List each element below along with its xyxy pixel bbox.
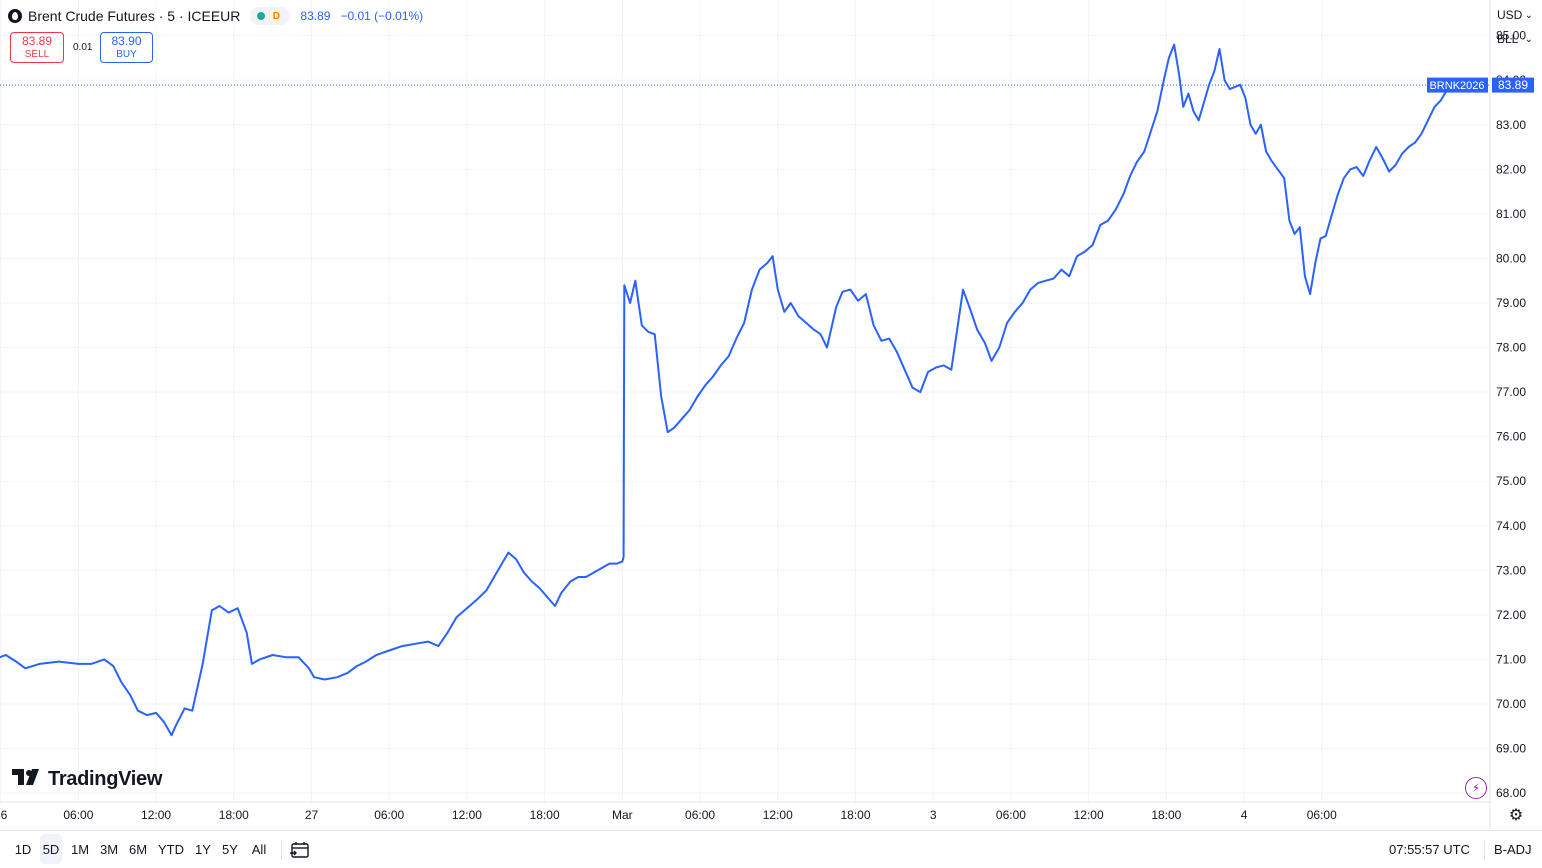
x-tick-label: 06:00 bbox=[1307, 808, 1337, 822]
y-tick-label: 71.00 bbox=[1496, 652, 1526, 666]
x-tick-label: 27 bbox=[305, 808, 319, 822]
price-series-line bbox=[0, 43, 1451, 737]
y-tick-label: 75.00 bbox=[1496, 474, 1526, 488]
x-tick-label: 12:00 bbox=[763, 808, 793, 822]
y-tick-label: 76.00 bbox=[1496, 430, 1526, 444]
brand-name: TradingView bbox=[48, 768, 163, 790]
y-tick-label: 83.00 bbox=[1496, 118, 1526, 132]
currency-dropdown[interactable]: USD ⌄ bbox=[1492, 5, 1538, 25]
range-button-5d[interactable]: 5D bbox=[40, 834, 62, 864]
x-tick-label: 06:00 bbox=[374, 808, 404, 822]
unit-dropdown[interactable]: BLL ⌄ bbox=[1492, 29, 1538, 49]
market-open-dot-icon bbox=[257, 12, 266, 20]
toolbar-divider bbox=[281, 840, 282, 860]
y-tick-label: 79.00 bbox=[1496, 296, 1526, 310]
gear-icon[interactable]: ⚙ bbox=[1508, 807, 1524, 824]
toolbar-divider bbox=[1484, 840, 1485, 860]
svg-text:83.89: 83.89 bbox=[1498, 78, 1528, 92]
y-tick-label: 81.00 bbox=[1496, 207, 1526, 221]
bottom-toolbar: 1D 5D 1M 3M 6M YTD 1Y 5Y All 07:55:57 UTC B-ADJ bbox=[0, 830, 1542, 868]
range-button-5y[interactable]: 5Y bbox=[222, 841, 238, 857]
range-button-1d[interactable]: 1D bbox=[14, 841, 32, 857]
x-tick-label: 18:00 bbox=[530, 808, 560, 822]
x-tick-label: 06:00 bbox=[685, 808, 715, 822]
delayed-data-badge: D bbox=[269, 9, 284, 23]
header-price-change: −0.01 (−0.01%) bbox=[340, 9, 424, 23]
y-tick-label: 80.00 bbox=[1496, 251, 1526, 265]
unit-label: BLL bbox=[1497, 32, 1519, 46]
adjustment-toggle[interactable]: B-ADJ bbox=[1494, 842, 1532, 857]
spread-value: 0.01 bbox=[73, 42, 93, 53]
oil-drop-icon bbox=[8, 9, 22, 23]
chevron-down-icon: ⌄ bbox=[1524, 9, 1533, 21]
y-tick-label: 78.00 bbox=[1496, 341, 1526, 355]
clock-utc[interactable]: 07:55:57 UTC bbox=[1389, 842, 1470, 857]
buy-button[interactable]: 83.90 BUY bbox=[100, 32, 153, 63]
buy-price: 83.90 bbox=[111, 33, 142, 48]
x-tick-label: 3 bbox=[930, 808, 937, 822]
x-tick-label: 18:00 bbox=[1151, 808, 1181, 822]
x-tick-label: Mar bbox=[612, 808, 633, 822]
lightning-icon[interactable]: ⚡ bbox=[1465, 777, 1487, 799]
y-tick-label: 73.00 bbox=[1496, 563, 1526, 577]
y-tick-label: 72.00 bbox=[1496, 608, 1526, 622]
x-tick-label: 06:00 bbox=[63, 808, 93, 822]
x-tick-label: 6 bbox=[1, 808, 8, 822]
x-tick-label: 12:00 bbox=[452, 808, 482, 822]
x-tick-label: 4 bbox=[1241, 808, 1248, 822]
range-button-6m[interactable]: 6M bbox=[128, 841, 148, 857]
svg-text:BRNK2026: BRNK2026 bbox=[1429, 80, 1484, 92]
price-chart[interactable]: 85.0084.0083.0082.0081.0080.0079.0078.00… bbox=[0, 0, 1542, 830]
range-button-ytd[interactable]: YTD bbox=[158, 841, 184, 857]
market-status-pill[interactable]: D bbox=[250, 7, 291, 25]
x-tick-label: 12:00 bbox=[1074, 808, 1104, 822]
y-tick-label: 85.00 bbox=[1496, 29, 1526, 43]
range-button-all[interactable]: All bbox=[251, 841, 267, 857]
symbol-title[interactable]: Brent Crude Futures · 5 · ICEEUR bbox=[28, 8, 241, 24]
y-tick-label: 70.00 bbox=[1496, 697, 1526, 711]
calendar-range-icon[interactable] bbox=[289, 839, 311, 861]
sell-button[interactable]: 83.89 SELL bbox=[10, 32, 64, 63]
x-tick-label: 18:00 bbox=[219, 808, 249, 822]
x-tick-label: 06:00 bbox=[996, 808, 1026, 822]
y-tick-label: 68.00 bbox=[1496, 786, 1526, 800]
tradingview-logo[interactable]: TradingView bbox=[12, 768, 162, 791]
y-tick-label: 74.00 bbox=[1496, 519, 1526, 533]
header-last-price: 83.89 bbox=[300, 9, 331, 23]
y-tick-label: 69.00 bbox=[1496, 742, 1526, 756]
x-tick-label: 18:00 bbox=[840, 808, 870, 822]
y-tick-label: 82.00 bbox=[1496, 162, 1526, 176]
tradingview-mark-icon bbox=[12, 768, 44, 791]
currency-label: USD bbox=[1497, 8, 1523, 22]
sell-price: 83.89 bbox=[21, 33, 53, 48]
range-button-3m[interactable]: 3M bbox=[99, 841, 119, 857]
sell-label: SELL bbox=[24, 48, 50, 60]
range-button-1y[interactable]: 1Y bbox=[195, 841, 211, 857]
range-button-1m[interactable]: 1M bbox=[70, 841, 90, 857]
y-tick-label: 77.00 bbox=[1496, 385, 1526, 399]
x-tick-label: 12:00 bbox=[141, 808, 171, 822]
chevron-down-icon: ⌄ bbox=[1524, 33, 1533, 45]
last-price-tag: BRNK2026 83.89 bbox=[1427, 77, 1534, 93]
symbol-header[interactable]: Brent Crude Futures · 5 · ICEEUR D 83.89… bbox=[8, 6, 423, 26]
buy-label: BUY bbox=[116, 48, 137, 60]
